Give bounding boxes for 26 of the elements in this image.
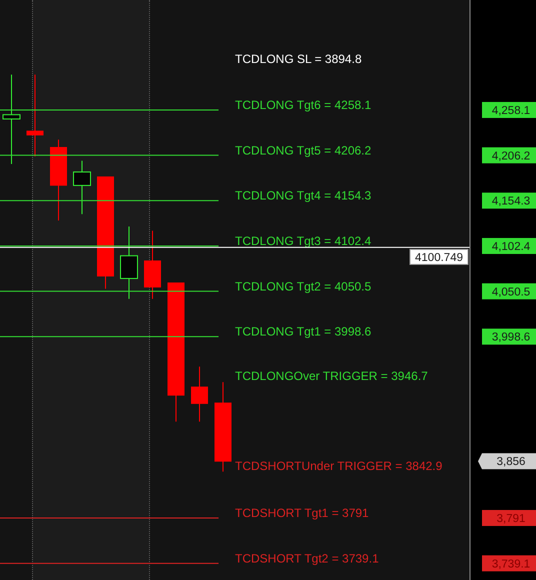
y-tick-label: 3,998.6 — [492, 332, 530, 344]
ref-line-label: 4100.749 — [415, 252, 463, 264]
annotation: TCDLONGOver TRIGGER = 3946.7 — [235, 369, 428, 383]
annotation: TCDLONG SL = 3894.8 — [235, 52, 362, 66]
y-tick-label: 4,050.5 — [492, 286, 530, 298]
candlestick — [120, 226, 138, 300]
annotation: TCDSHORTUnder TRIGGER = 3842.9 — [235, 459, 442, 473]
ref-line-label: TCDSHORT Tgt2 = 3739.1 — [235, 551, 380, 566]
y-tick-label: 3,856 — [496, 456, 526, 468]
ref-line-label: TCDLONG Tgt4 = 4154.3 — [235, 188, 372, 203]
y-tick-label: 4,258.1 — [492, 104, 530, 117]
ref-line-label: TCDLONG Tgt1 = 3998.6 — [235, 324, 372, 339]
candlestick — [191, 366, 208, 422]
candlestick — [73, 160, 91, 215]
ref-line-label: TCDLONG Tgt5 = 4206.2 — [235, 143, 372, 158]
ref-line-label: TCDLONG Tgt6 = 4258.1 — [235, 98, 372, 112]
candlestick — [2, 74, 20, 165]
y-tick-label: 3,791 — [496, 512, 526, 525]
y-tick-label: 3,739.1 — [492, 558, 530, 570]
ref-line-label: TCDLONG Tgt2 = 4050.5 — [235, 279, 372, 294]
candlestick — [26, 74, 44, 157]
y-tick-label: 4,206.2 — [492, 150, 530, 162]
y-tick-label: 4,154.3 — [492, 196, 530, 208]
y-tick-label: 4,102.4 — [492, 240, 531, 253]
ref-line-label: TCDLONG Tgt3 = 4102.4 — [235, 234, 372, 248]
ref-line-label: TCDSHORT Tgt1 = 3791 — [235, 506, 370, 520]
